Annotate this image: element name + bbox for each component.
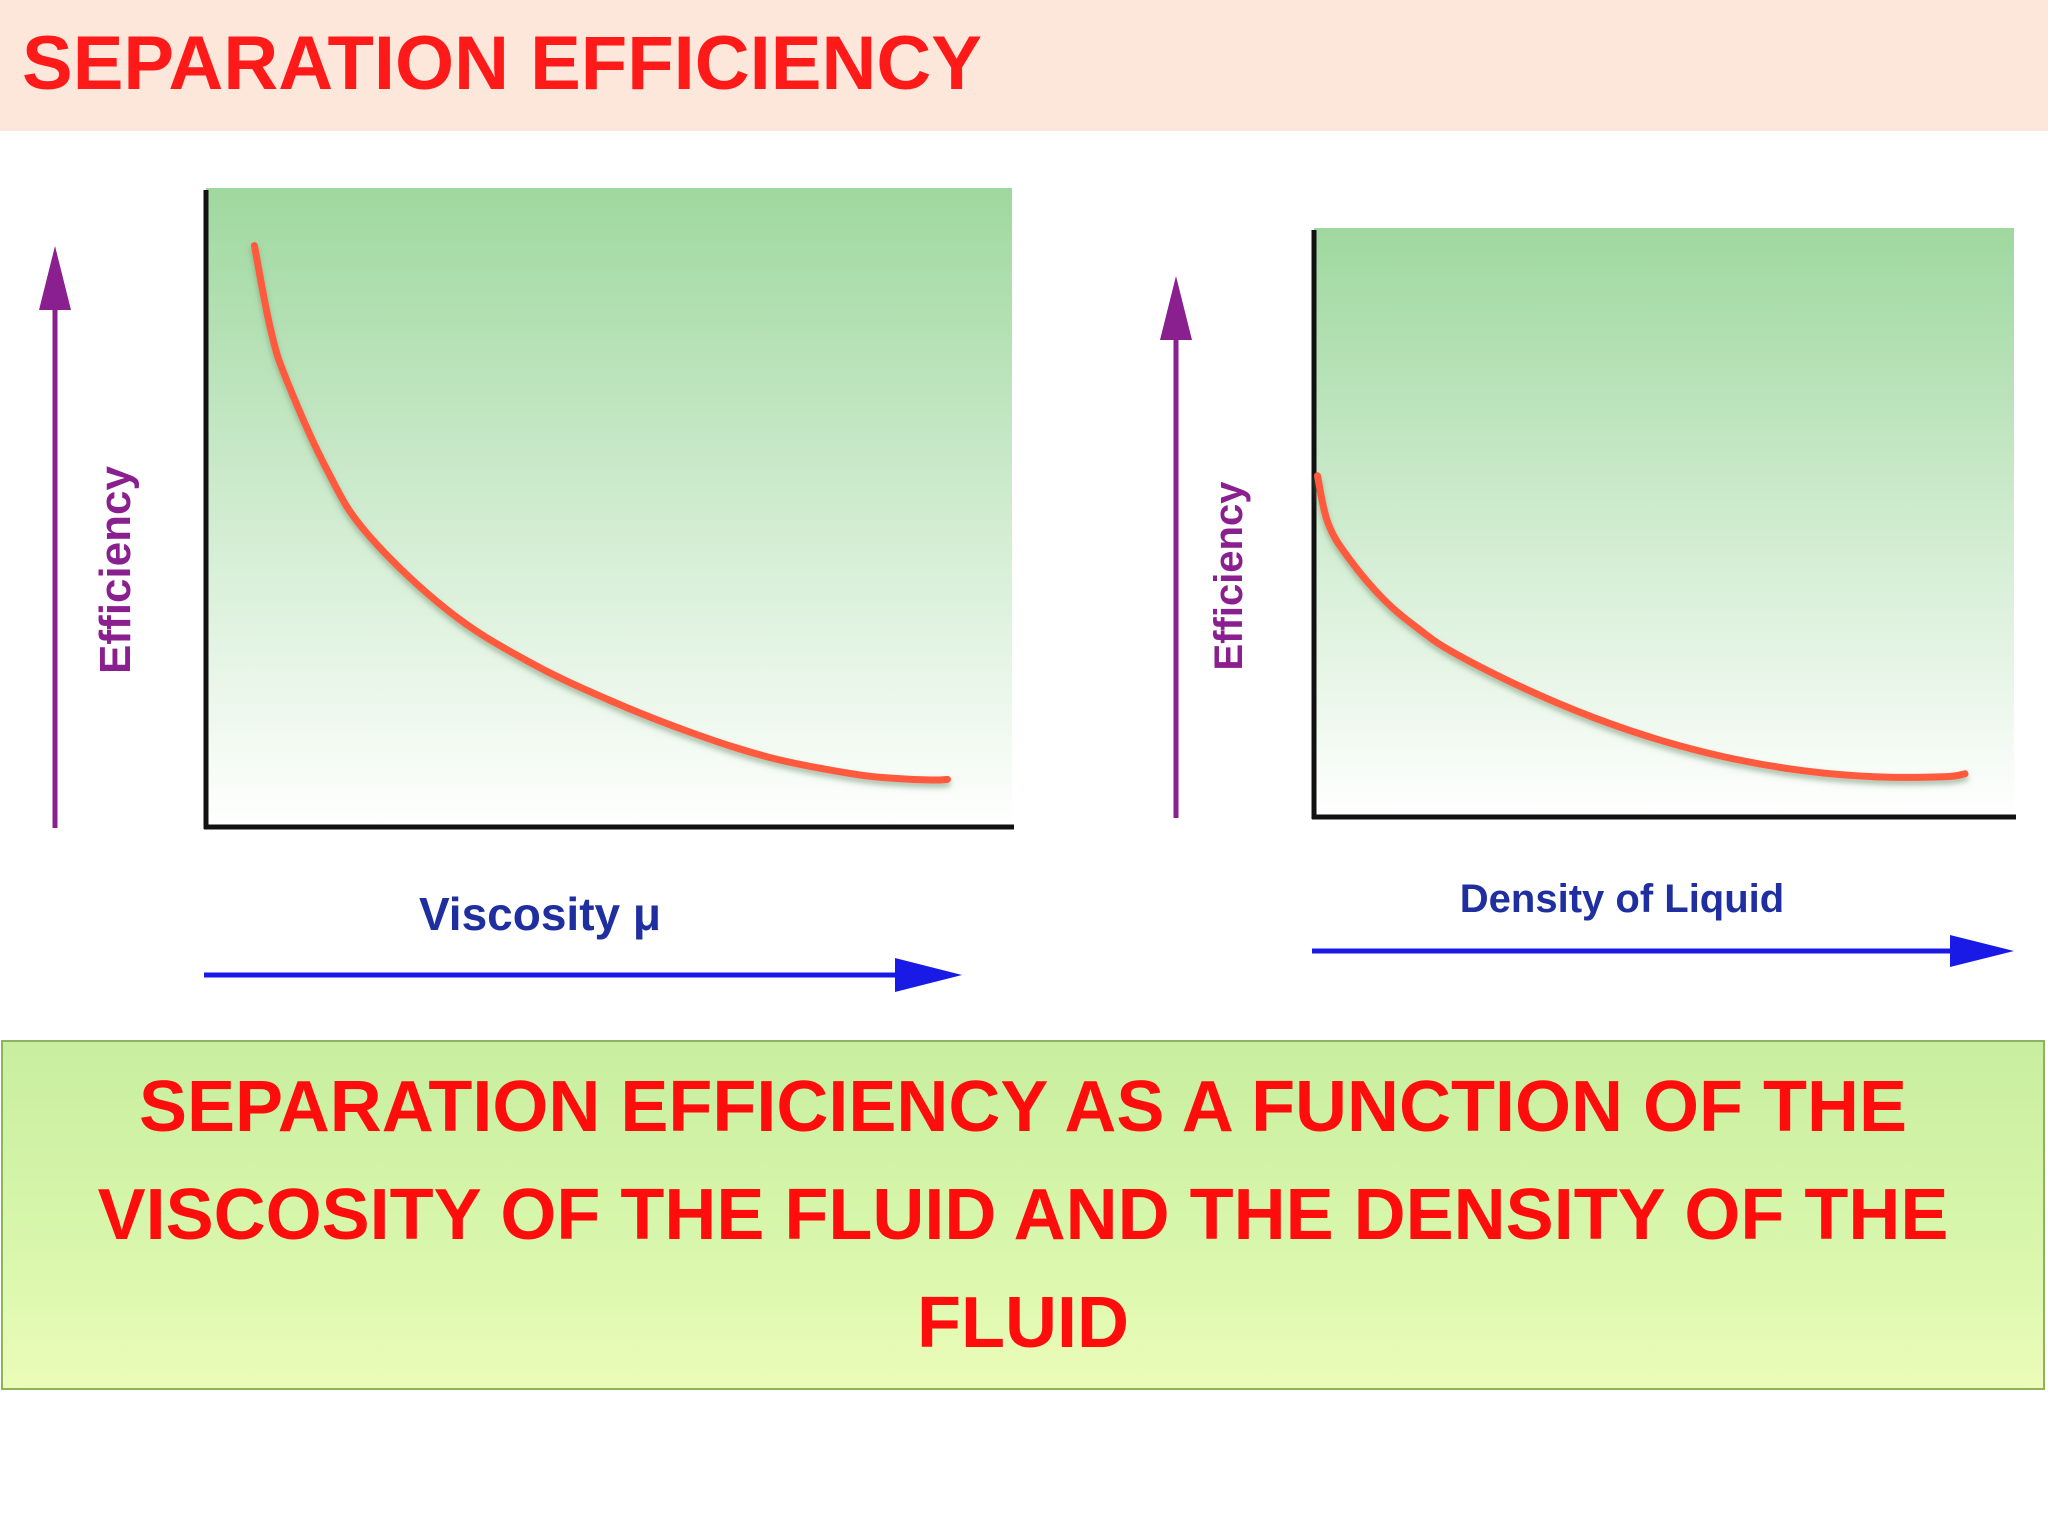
density-efficiency-arrow-head	[1160, 276, 1192, 340]
slide-caption: SEPARATION EFFICIENCY AS A FUNCTION OF T…	[97, 1067, 1949, 1363]
density-arrow-head	[1950, 935, 2014, 967]
slide-title: SEPARATION EFFICIENCY	[22, 21, 982, 106]
density-chart: Efficiency Density of Liquid	[1160, 228, 2016, 967]
viscosity-x-label: Viscosity μ	[419, 888, 661, 940]
viscosity-efficiency-arrow-head	[39, 246, 71, 310]
viscosity-arrow-head	[895, 958, 962, 992]
viscosity-chart: Efficiency Viscosity μ	[39, 188, 1014, 992]
density-y-label: Efficiency	[1207, 481, 1251, 671]
caption-box: SEPARATION EFFICIENCY AS A FUNCTION OF T…	[1, 1040, 2045, 1390]
viscosity-y-label: Efficiency	[91, 466, 140, 674]
viscosity-plot-area	[206, 188, 1012, 828]
charts-area: Efficiency Viscosity μ Efficiency Densit…	[39, 188, 2016, 992]
title-bar: SEPARATION EFFICIENCY	[0, 0, 2048, 131]
density-efficiency-curve	[1314, 472, 1969, 781]
density-x-label: Density of Liquid	[1460, 877, 1784, 921]
density-plot-area	[1314, 228, 2014, 818]
viscosity-efficiency-curve	[250, 242, 951, 784]
